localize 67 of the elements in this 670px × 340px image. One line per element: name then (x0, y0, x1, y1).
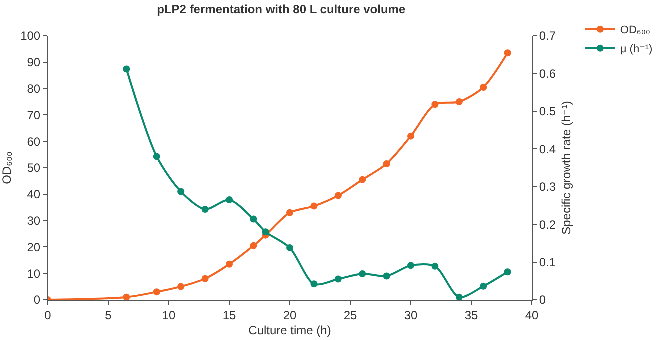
point (383, 272, 390, 280)
point (408, 132, 414, 140)
y-tick-label: 90 (27, 56, 41, 70)
y2-tick-label: 0 (539, 293, 546, 308)
x-axis-title: Culture time (h) (248, 323, 332, 338)
point (178, 283, 185, 290)
y2-axis-title: Specific growth rate (h⁻¹) (559, 101, 574, 235)
point (286, 244, 294, 252)
x-tick-label: 5 (105, 308, 112, 322)
y-tick-label: 50 (27, 161, 41, 176)
y-tick-label: 20 (27, 240, 41, 254)
y-axis-title: OD₆₀₀ (0, 152, 14, 184)
point (202, 206, 209, 213)
y-tick-label: 60 (27, 134, 41, 149)
point (202, 275, 209, 282)
point (432, 101, 439, 108)
y-tick-label: 10 (27, 266, 41, 281)
point (383, 160, 390, 168)
x-tick-label: 15 (222, 308, 236, 322)
point (456, 98, 463, 106)
y2-tick-label: 0.3 (539, 180, 556, 194)
x-tick-label: 25 (344, 308, 358, 322)
y-tick-label: 70 (27, 108, 41, 122)
point (250, 242, 258, 250)
y-tick-label: 0 (34, 293, 41, 308)
y-tick-label: 40 (27, 188, 41, 202)
point (250, 216, 258, 223)
y2-tick-label: 0.7 (539, 29, 556, 44)
point (504, 268, 512, 276)
point (334, 276, 342, 283)
point (334, 192, 342, 200)
point (262, 228, 270, 236)
x-tick-label: 35 (464, 308, 478, 322)
y-tick-label: 30 (27, 214, 41, 228)
y2-tick-label: 0.5 (539, 104, 556, 119)
y2-tick-label: 0.6 (539, 66, 556, 81)
point (432, 262, 439, 270)
point (359, 270, 366, 278)
point (359, 176, 366, 184)
point (123, 66, 130, 73)
point (286, 209, 294, 216)
point (178, 188, 185, 196)
x-tick-label: 40 (525, 308, 539, 322)
x-tick-label: 0 (44, 308, 52, 322)
point (153, 288, 160, 296)
y-tick-label: 100 (20, 29, 41, 44)
point (153, 153, 160, 160)
x-tick-label: 10 (162, 308, 176, 322)
point (310, 280, 318, 288)
point (456, 294, 463, 300)
y2-tick-label: 0.1 (539, 255, 556, 270)
point (310, 202, 318, 210)
point (226, 196, 233, 204)
y2-tick-label: 0.2 (539, 218, 556, 232)
y2-tick-label: 0.4 (539, 142, 556, 156)
x-tick-label: 20 (283, 308, 297, 322)
y-tick-label: 80 (27, 82, 41, 96)
point (226, 260, 233, 268)
x-tick-label: 30 (404, 308, 418, 322)
point (480, 282, 488, 290)
point (123, 294, 130, 300)
point (480, 84, 488, 91)
chart-title: pLP2 fermentation with 80 L culture volume (157, 2, 406, 16)
legend-label: OD₆₀₀ (620, 24, 650, 37)
legend-label: μ (h⁻¹) (620, 44, 653, 56)
point (408, 262, 414, 270)
point (504, 50, 512, 57)
